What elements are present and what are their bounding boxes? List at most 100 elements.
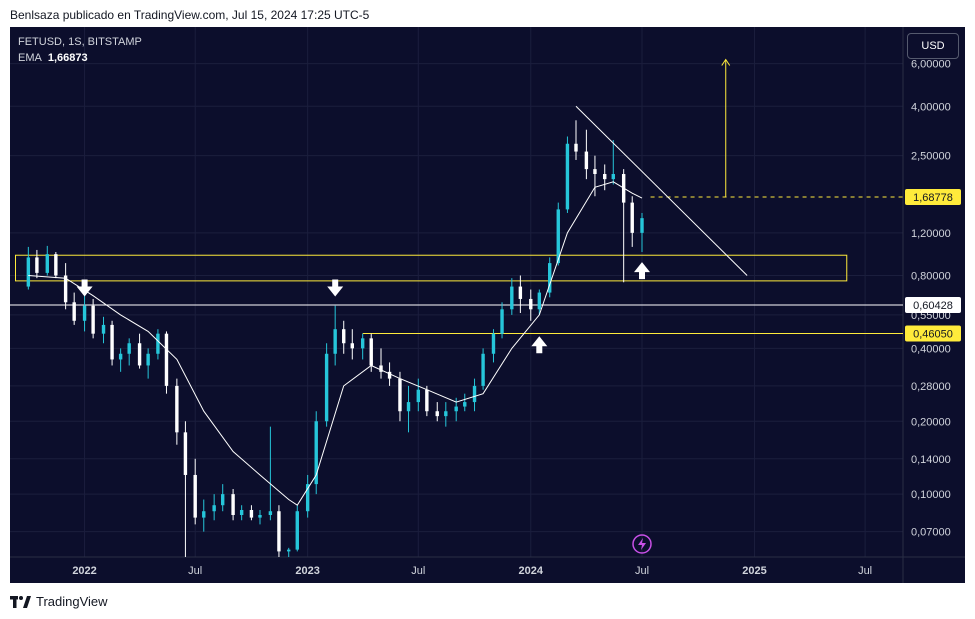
candle-body [537, 292, 542, 310]
candle-body [193, 474, 197, 518]
candle-body [556, 209, 560, 264]
arrow-up-icon [634, 262, 650, 280]
price-tick-label: 0,07000 [911, 527, 951, 539]
candle-body [277, 511, 281, 552]
time-tick-label: 2022 [72, 565, 96, 577]
arrow-down-icon [327, 279, 344, 297]
candle-body [268, 511, 273, 516]
candle-body [510, 286, 514, 310]
price-badge-label: 0,46050 [913, 329, 953, 341]
projection-arrow-head [721, 58, 731, 66]
candle-body [26, 257, 31, 287]
footer-brand-label: TradingView [36, 594, 108, 609]
time-tick-label: 2023 [295, 565, 319, 577]
price-tick-label: 6,00000 [911, 59, 951, 71]
candle-body [640, 218, 644, 233]
publish-header: Benlsaza publicado en TradingView.com, J… [10, 8, 370, 22]
candle-body [175, 385, 179, 433]
chart-panel[interactable]: 4,55292 (267,13%) 455.2926,000004,000002… [10, 27, 965, 583]
descending-trendline [575, 105, 748, 276]
arrow-down-icon [76, 279, 93, 297]
symbol-legend: FETUSD, 1S, BITSTAMP [18, 36, 142, 48]
candle-body [118, 353, 123, 360]
candle-body [156, 333, 160, 354]
candle-body [529, 298, 533, 310]
candle-body [481, 353, 485, 386]
candle-body [387, 371, 392, 379]
candle-body [72, 302, 76, 321]
candle-body [146, 353, 150, 366]
candle-body [101, 324, 106, 334]
candle-body [518, 286, 523, 299]
ema-line [28, 181, 643, 506]
candle-body [416, 389, 420, 403]
ema-label: EMA [18, 52, 42, 64]
candle-body [611, 174, 615, 180]
candle-body [463, 402, 467, 407]
price-tick-label: 0,10000 [911, 489, 951, 501]
candle-body [164, 333, 169, 386]
candle-body [630, 202, 634, 233]
price-badge [905, 188, 961, 205]
candle-body [548, 263, 552, 293]
candle-body [137, 343, 142, 366]
candle-body [82, 305, 87, 321]
tradingview-logo-icon [10, 595, 31, 608]
price-badge-label: 1,68778 [913, 192, 953, 204]
candle-body [35, 257, 39, 273]
candle-body [603, 174, 607, 180]
candle-body [212, 505, 216, 512]
price-tick-label: 2,50000 [911, 151, 951, 163]
candle-body [54, 254, 58, 276]
chart-canvas[interactable]: 4,55292 (267,13%) 455.2926,000004,000002… [10, 27, 965, 583]
candle-body [221, 494, 225, 506]
candle-body [202, 511, 206, 518]
candle-body [258, 515, 262, 518]
price-tick-label: 0,20000 [911, 416, 951, 428]
price-tick-label: 0,14000 [911, 454, 951, 466]
candle-body [574, 143, 578, 152]
candle-body [444, 411, 448, 417]
candle-body [584, 151, 589, 170]
candle-body [360, 338, 365, 349]
candle-body [593, 169, 597, 175]
bolt-event-icon [632, 534, 652, 554]
candle-body [342, 329, 346, 344]
price-tick-label: 0,28000 [911, 381, 951, 393]
candle-body [398, 378, 402, 412]
time-tick-label: Jul [411, 565, 425, 577]
price-badge [905, 296, 961, 313]
candle-body [287, 549, 291, 552]
candle-body [565, 143, 570, 210]
time-tick-label: Jul [635, 565, 649, 577]
candle-body [472, 385, 477, 403]
candle-body [369, 338, 373, 366]
price-badge [905, 325, 961, 342]
candle-body [333, 329, 337, 354]
candle-body [425, 389, 429, 412]
candle-body [305, 484, 310, 512]
candle-body [435, 411, 439, 417]
candle-body [454, 406, 458, 412]
candle-body [239, 509, 244, 516]
candle-body [500, 309, 504, 334]
price-tick-label: 0,40000 [911, 343, 951, 355]
price-tick-label: 1,20000 [911, 228, 951, 240]
resistance-zone [15, 254, 848, 282]
arrow-up-icon [531, 336, 548, 354]
price-tick-label: 4,00000 [911, 101, 951, 113]
time-tick-label: 2024 [519, 565, 544, 577]
candle-body [110, 324, 114, 360]
currency-button[interactable]: USD [907, 33, 959, 59]
candle-body [491, 333, 496, 354]
time-tick-label: 2025 [742, 565, 766, 577]
price-tick-label: 0,80000 [911, 270, 951, 282]
candle-body [183, 432, 188, 475]
candle-body [91, 305, 95, 334]
candle-body [63, 275, 68, 303]
time-tick-label: Jul [188, 565, 202, 577]
candle-body [231, 494, 235, 516]
candle-body [45, 254, 49, 273]
candle-body [295, 511, 299, 550]
candle-body [406, 402, 411, 412]
